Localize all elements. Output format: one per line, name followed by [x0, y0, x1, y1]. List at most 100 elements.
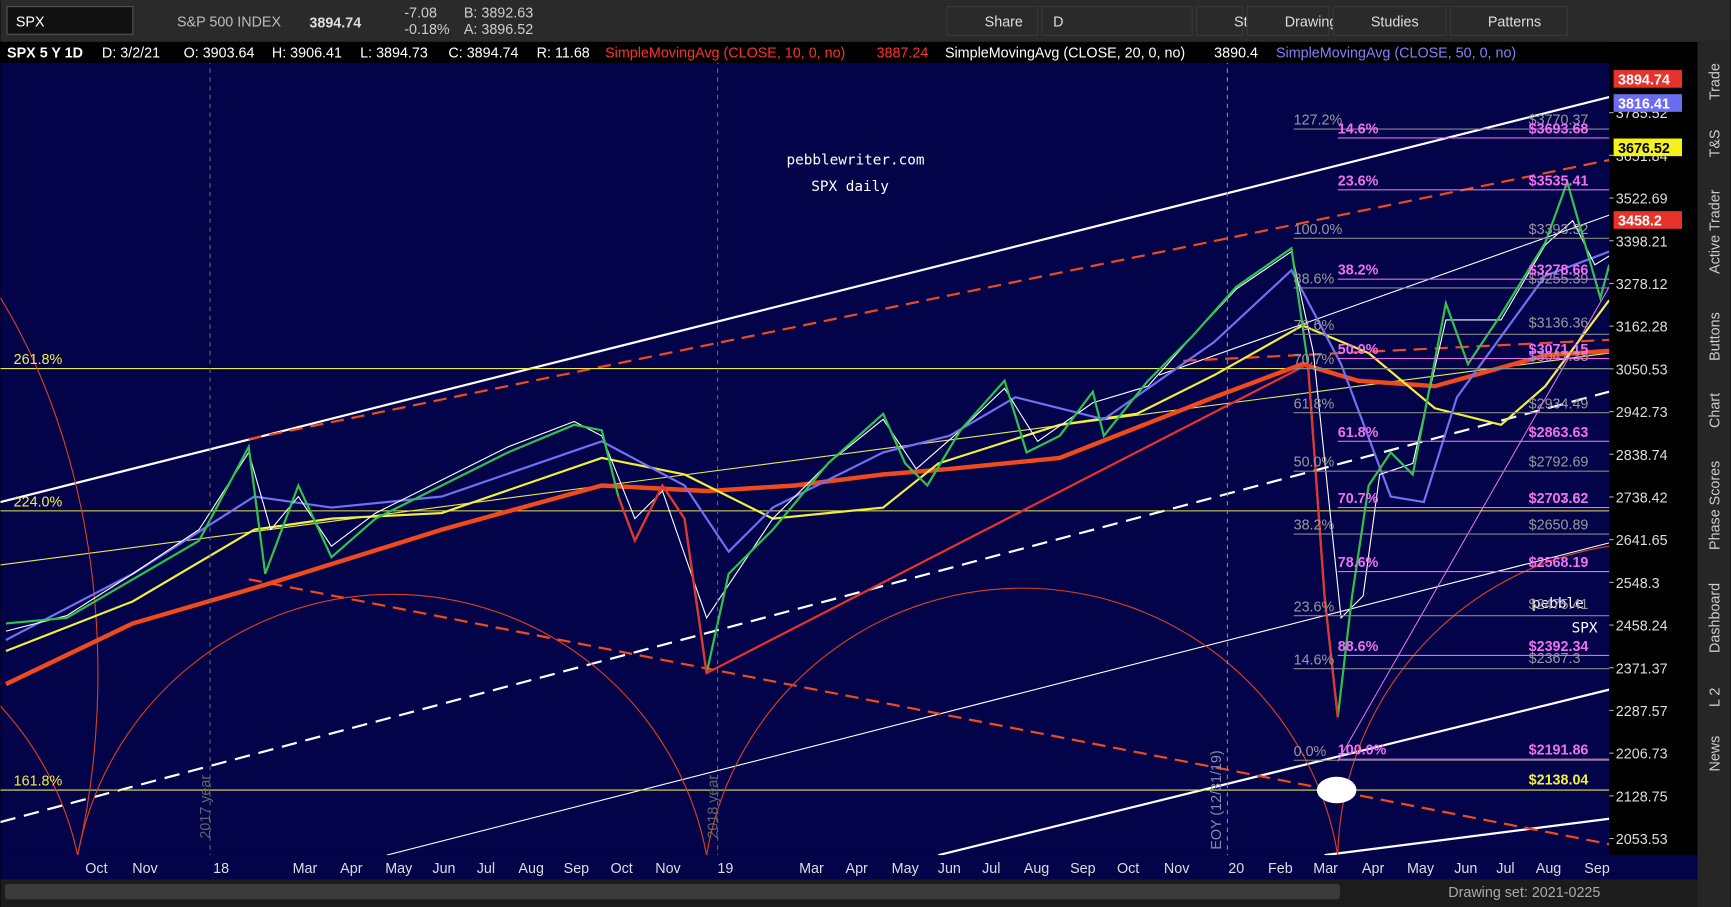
time-label: Jun	[1454, 861, 1477, 877]
watermark: SPX	[1572, 620, 1598, 636]
fib-gray-pct: 78.6%	[1294, 318, 1335, 334]
fib-pink-pct: 100.0%	[1338, 743, 1387, 759]
sidebar-tab[interactable]: T&S	[1708, 130, 1724, 158]
chart-header	[0, 41, 1610, 63]
fib-gray-price: $2934.49	[1529, 396, 1589, 412]
toolbar-button-label: Drawings	[1285, 14, 1345, 30]
sidebar-tab[interactable]: Phase Scores	[1708, 461, 1724, 550]
price-tick-label: 3398.21	[1616, 234, 1668, 250]
fib-gray-pct: 0.0%	[1294, 744, 1327, 760]
year-label: 2018 year	[706, 775, 722, 839]
fib-gray-price: $2650.89	[1529, 518, 1589, 534]
fib-pink-price: $3535.41	[1529, 173, 1589, 189]
sidebar-tab[interactable]: L 2	[1708, 688, 1724, 707]
time-label: Nov	[655, 861, 681, 877]
time-label: Oct	[85, 861, 107, 877]
header-symbol: SPX 5 Y 1D	[7, 45, 83, 61]
change: -7.08	[404, 6, 437, 22]
fib-gray-price: $2475.41	[1529, 597, 1589, 613]
fib-gray-pct: 88.6%	[1294, 272, 1335, 288]
arc	[0, 297, 99, 856]
time-axis	[0, 855, 1698, 880]
year-label: EOY (12/31/19)	[1209, 750, 1225, 849]
fib-pink-pct: 70.7%	[1338, 491, 1379, 507]
time-label: 18	[213, 861, 229, 877]
fib-pink-price: $2568.19	[1529, 555, 1589, 571]
study-value: 3887.24	[877, 45, 929, 61]
sidebar-tab[interactable]: Buttons	[1708, 312, 1724, 361]
time-label: Aug	[1536, 861, 1562, 877]
time-label: May	[892, 861, 920, 877]
fib-gray-pct: 50.0%	[1294, 455, 1335, 471]
chart-area	[0, 41, 1610, 856]
header-row: SPX 5 Y 1D D: 3/2/21 O: 3903.64 H: 3906.…	[7, 45, 1516, 61]
arc	[77, 593, 708, 856]
price-tick-label: 3522.69	[1616, 192, 1668, 208]
header-close: C: 3894.74	[448, 45, 518, 61]
study-name: SimpleMovingAvg (CLOSE, 20, 0, no)	[945, 45, 1185, 61]
price-tick-label: 2548.3	[1616, 576, 1660, 592]
toolbar-button[interactable]	[1195, 6, 1244, 36]
time-label: Sep	[1584, 861, 1610, 877]
toolbar-button[interactable]	[1332, 6, 1447, 36]
drawings	[0, 41, 1610, 856]
ext-label: 161.8%	[14, 774, 63, 790]
price-tick-label: 3050.53	[1616, 362, 1668, 378]
fib-gray-pct: 14.6%	[1294, 652, 1335, 668]
fib-pink-price: $2703.62	[1529, 491, 1589, 507]
channel-line	[1158, 214, 1610, 376]
time-label: May	[1407, 861, 1435, 877]
toolbar-button[interactable]	[1246, 6, 1330, 36]
sidebar-tab[interactable]: Active Trader	[1708, 189, 1724, 274]
fib-gray-price: $3393.52	[1529, 222, 1589, 238]
toolbar-button[interactable]	[1041, 6, 1193, 36]
toolbar-button-label: Studies	[1371, 14, 1419, 30]
fib-pink-price: $2191.86	[1529, 743, 1589, 759]
symbol-box[interactable]	[6, 6, 134, 35]
fib-gray-price: $2707.82	[1529, 491, 1589, 507]
study-value: 3890.4	[1214, 45, 1258, 61]
price-tick-label: 2838.74	[1616, 448, 1668, 464]
price-badge	[1613, 211, 1683, 229]
header-date: D: 3/2/21	[102, 45, 160, 61]
bid: B: 3892.63	[464, 6, 533, 22]
fib-gray-price: $3770.37	[1529, 113, 1589, 129]
study-name: SimpleMovingAvg (CLOSE, 10, 0, no)	[605, 45, 845, 61]
price-tick-label: 2371.37	[1616, 661, 1668, 677]
price-badge-label: 3676.52	[1618, 141, 1670, 157]
fib-gray-price: $2792.69	[1529, 455, 1589, 471]
last-price: 3894.74	[309, 16, 361, 32]
toolbar-button-label: Patterns	[1488, 14, 1541, 30]
header-low: L: 3894.73	[360, 45, 428, 61]
watermark: pebble	[1532, 596, 1584, 612]
sidebar-tab[interactable]: Chart	[1708, 393, 1724, 428]
trend-line	[0, 352, 1610, 566]
toolbar-button[interactable]	[1449, 6, 1568, 36]
time-label: Oct	[1117, 861, 1139, 877]
study-name: SimpleMovingAvg (CLOSE, 50, 0, no)	[1276, 45, 1516, 61]
sidebar-tab[interactable]: Trade	[1708, 63, 1724, 100]
scrollbar[interactable]	[4, 883, 1340, 900]
watermark: SPX daily	[811, 179, 889, 195]
time-label: Jul	[1496, 861, 1514, 877]
time-label: Sep	[564, 861, 590, 877]
fib-pink-price: $3693.68	[1529, 122, 1589, 138]
toolbar-button[interactable]	[946, 6, 1039, 36]
price-tick-label: 2641.65	[1616, 533, 1668, 549]
sidebar-tab[interactable]: News	[1708, 736, 1724, 772]
sidebar-tab[interactable]: Dashboard	[1708, 583, 1724, 653]
highlight-marker	[1316, 776, 1357, 804]
price-badge	[1613, 70, 1683, 88]
time-label: Mar	[1313, 861, 1338, 877]
trend-line	[1183, 338, 1610, 362]
price-tick-label: 2738.42	[1616, 490, 1668, 506]
price-tick-label: 2053.53	[1616, 832, 1668, 848]
watermark: pebblewriter.com	[787, 152, 925, 168]
ext-label: 261.8%	[14, 352, 63, 368]
fib-pink-price: $3278.66	[1529, 263, 1589, 279]
price-badge	[1613, 94, 1683, 112]
price-badge-label: 3816.41	[1618, 97, 1670, 113]
header-range: R: 11.68	[537, 45, 590, 61]
price-axis	[1609, 41, 1698, 856]
